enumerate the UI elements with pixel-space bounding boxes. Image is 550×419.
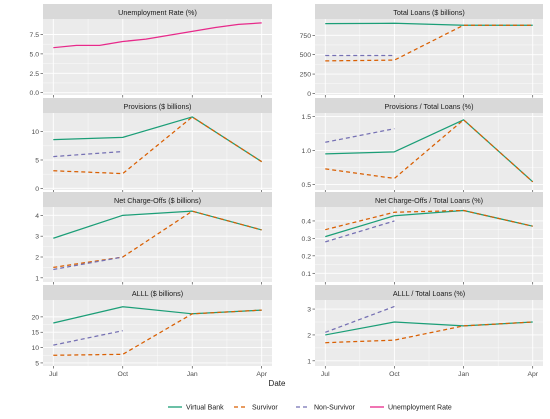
y-tick-label: 0.3 xyxy=(302,236,312,243)
panel-8: ALLL / Total Loans (%) 1 2 3 Jul Oct Jan Apr xyxy=(307,285,543,378)
legend-item-survivor: Survivor xyxy=(234,405,278,412)
y-tick-label: 0 xyxy=(307,91,311,98)
series-line-non-survivor xyxy=(325,305,395,333)
legend-item-unemployment: Unemployment Rate xyxy=(370,405,452,412)
y-tick-label: 5.0 xyxy=(30,51,40,58)
y-tick-label: 0.5 xyxy=(302,182,312,189)
panel-4: Provisions / Total Loans (%) 0.5 1.0 1.5 xyxy=(302,98,543,193)
panel-strip xyxy=(315,4,543,19)
x-axis-label: Date xyxy=(269,379,286,388)
x-tick-label: Apr xyxy=(527,371,538,378)
panel-title: Net Charge-Offs / Total Loans (%) xyxy=(375,196,483,205)
panel-strip xyxy=(43,192,272,207)
y-tick-label: 3 xyxy=(307,307,311,314)
legend: Virtual Bank Survivor Non-Survivor Unemploy… xyxy=(168,405,452,412)
y-tick-label: 1 xyxy=(307,358,311,365)
legend-label: Unemployment Rate xyxy=(388,405,452,412)
y-tick-label: 1 xyxy=(35,275,39,282)
legend-item-virtual-bank: Virtual Bank xyxy=(168,405,224,412)
y-tick-label: 5 xyxy=(35,157,39,164)
series-line-unemployment xyxy=(53,22,262,49)
y-tick-label: 0.2 xyxy=(302,253,312,260)
y-tick-label: 500 xyxy=(300,52,312,59)
legend-item-non-survivor: Non-Survivor xyxy=(296,405,356,412)
panel-5: Net Charge-Offs ($ billions) 1 2 3 4 xyxy=(35,192,272,285)
series-line-survivor xyxy=(325,119,534,183)
x-tick-label: Apr xyxy=(256,371,267,378)
x-tick-label: Jul xyxy=(321,371,330,378)
y-tick-label: 1.5 xyxy=(302,114,312,121)
series-line-virtual-bank xyxy=(325,321,533,336)
y-tick-label: 4 xyxy=(35,213,39,220)
y-tick-label: 3 xyxy=(35,234,39,241)
series-line-non-survivor xyxy=(325,220,395,243)
legend-label: Survivor xyxy=(252,405,278,412)
y-tick-label: 250 xyxy=(300,72,312,79)
y-tick-label: 2.5 xyxy=(30,71,40,78)
panel-strip xyxy=(315,285,543,300)
panel-title: Net Charge-Offs ($ billions) xyxy=(114,196,201,205)
y-tick-label: 10 xyxy=(31,345,39,352)
legend-label: Virtual Bank xyxy=(186,405,224,412)
panel-title: ALLL ($ billions) xyxy=(132,289,183,298)
y-tick-label: 750 xyxy=(300,33,312,40)
y-tick-label: 5 xyxy=(35,360,39,367)
y-tick-label: 10 xyxy=(31,129,39,136)
series-line-survivor xyxy=(325,209,533,231)
y-tick-label: 0 xyxy=(35,186,39,193)
series-line-non-survivor xyxy=(53,330,123,346)
y-tick-label: 0.1 xyxy=(302,271,312,278)
panel-6: Net Charge-Offs / Total Loans (%) 0.1 0.2 0… xyxy=(302,192,543,285)
panel-strip xyxy=(43,285,272,300)
series-line-survivor xyxy=(53,116,263,175)
series-line-survivor xyxy=(53,210,262,269)
x-tick-label: Jan xyxy=(187,371,198,378)
panel-strip xyxy=(43,4,272,19)
series-line-virtual-bank xyxy=(325,22,533,26)
series-line-virtual-bank xyxy=(53,116,263,163)
y-tick-label: 20 xyxy=(31,314,39,321)
panel-title: Provisions / Total Loans (%) xyxy=(385,102,474,111)
y-tick-label: 1.0 xyxy=(302,148,312,155)
series-line-non-survivor xyxy=(325,128,395,143)
y-tick-label: 0.4 xyxy=(302,218,312,225)
series-line-survivor xyxy=(325,24,533,62)
x-tick-label: Jan xyxy=(458,371,469,378)
panel-3: Provisions ($ billions) 0 5 10 xyxy=(31,98,272,193)
y-tick-label: 7.5 xyxy=(30,32,40,39)
panel-7: ALLL ($ billions) 5 10 15 20 Jul Oct Jan Apr xyxy=(31,285,272,378)
x-tick-label: Oct xyxy=(389,371,400,378)
y-tick-label: 0.0 xyxy=(30,90,40,97)
series-line-non-survivor xyxy=(53,256,123,271)
panel-2: Total Loans ($ billions) 0 250 500 750 xyxy=(300,4,543,98)
panel-title: Unemployment Rate (%) xyxy=(118,8,197,17)
panel-strip xyxy=(315,192,543,207)
panel-title: ALLL / Total Loans (%) xyxy=(393,289,465,298)
series-line-non-survivor xyxy=(53,150,123,158)
x-tick-label: Jul xyxy=(49,371,58,378)
y-tick-label: 15 xyxy=(31,330,39,337)
panel-title: Total Loans ($ billions) xyxy=(393,8,465,17)
legend-label: Non-Survivor xyxy=(314,405,356,412)
panel-title: Provisions ($ billions) xyxy=(124,102,192,111)
y-tick-label: 2 xyxy=(307,332,311,339)
x-tick-label: Oct xyxy=(117,371,128,378)
series-line-survivor xyxy=(53,309,262,356)
panel-1: Unemployment Rate (%) 0.0 2.5 5.0 7.5 xyxy=(30,4,272,98)
panel-strip xyxy=(315,98,543,113)
y-tick-label: 2 xyxy=(35,255,39,262)
panel-strip xyxy=(43,98,272,113)
